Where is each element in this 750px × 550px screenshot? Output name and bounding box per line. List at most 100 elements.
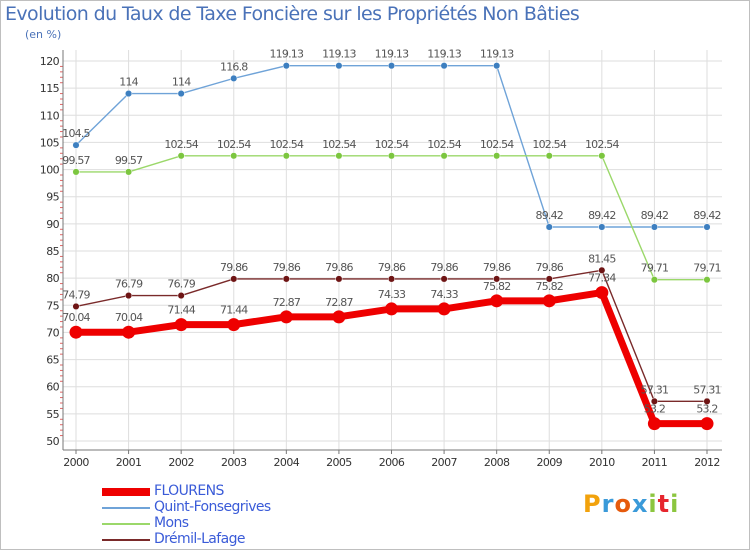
data-point-flourens (332, 310, 346, 324)
data-label-quint-fonsegrives: 116.8 (220, 60, 248, 73)
data-label-flourens: 53.2 (644, 403, 665, 416)
legend-label: Drémil-Lafage (154, 531, 246, 547)
data-label-quint-fonsegrives: 119.13 (480, 48, 514, 61)
y-tick-label: 85 (46, 245, 59, 258)
proxiti-logo: Proxiti (583, 490, 680, 518)
data-label-mons: 79.71 (693, 262, 721, 275)
data-label-flourens: 71.44 (167, 304, 195, 317)
data-point-mons (598, 152, 606, 160)
data-label-dr-mil-lafage: 79.86 (430, 261, 458, 274)
data-point-mons (650, 276, 658, 284)
data-label-quint-fonsegrives: 114 (119, 76, 138, 89)
data-point-flourens (122, 325, 136, 339)
data-label-dr-mil-lafage: 76.79 (115, 278, 143, 291)
x-tick-label: 2009 (536, 456, 562, 469)
legend-swatch (102, 539, 150, 541)
data-label-dr-mil-lafage: 76.79 (167, 278, 195, 291)
y-tick-label: 60 (46, 381, 59, 394)
x-tick-label: 2002 (168, 456, 194, 469)
data-point-dr-mil-lafage (493, 275, 501, 283)
legend-label: FLOURENS (154, 483, 224, 499)
y-tick-label: 80 (46, 272, 59, 285)
data-point-dr-mil-lafage (650, 397, 658, 405)
data-point-dr-mil-lafage (230, 275, 238, 283)
data-label-quint-fonsegrives: 104.5 (62, 127, 90, 140)
grid (63, 50, 722, 450)
data-label-quint-fonsegrives: 89.42 (536, 209, 564, 222)
x-tick-label: 2001 (116, 456, 142, 469)
legend-swatch (102, 488, 150, 496)
data-point-quint-fonsegrives (703, 223, 711, 231)
data-point-quint-fonsegrives (545, 223, 553, 231)
data-label-quint-fonsegrives: 89.42 (693, 209, 721, 222)
x-tick-label: 2004 (274, 456, 300, 469)
data-point-mons (72, 168, 80, 176)
data-point-flourens (174, 318, 188, 332)
data-label-flourens: 75.82 (536, 280, 564, 293)
data-label-mons: 79.71 (641, 262, 669, 275)
y-tick-label: 115 (40, 82, 60, 95)
x-tick-label: 2000 (63, 456, 89, 469)
data-label-dr-mil-lafage: 81.45 (588, 252, 616, 265)
data-point-dr-mil-lafage (177, 292, 185, 300)
data-label-quint-fonsegrives: 119.13 (269, 48, 303, 61)
data-point-quint-fonsegrives (230, 74, 238, 82)
data-label-flourens: 74.33 (378, 288, 406, 301)
data-label-flourens: 74.33 (430, 288, 458, 301)
y-tick-label: 65 (46, 354, 59, 367)
data-point-mons (440, 152, 448, 160)
x-tick-label: 2010 (589, 456, 615, 469)
data-label-dr-mil-lafage: 79.86 (220, 261, 248, 274)
data-label-mons: 102.54 (585, 138, 619, 151)
data-label-mons: 99.57 (115, 154, 143, 167)
x-tick-label: 2006 (379, 456, 405, 469)
legend-label: Mons (154, 515, 189, 531)
data-point-mons (282, 152, 290, 160)
y-tick-label: 95 (46, 191, 59, 204)
data-point-dr-mil-lafage (335, 275, 343, 283)
data-point-flourens (437, 302, 451, 316)
data-label-flourens: 70.04 (115, 311, 143, 324)
data-point-quint-fonsegrives (493, 62, 501, 70)
data-label-flourens: 53.2 (696, 403, 717, 416)
data-label-quint-fonsegrives: 119.13 (375, 48, 409, 61)
data-label-mons: 102.54 (322, 138, 356, 151)
data-point-mons (703, 276, 711, 284)
data-point-quint-fonsegrives (650, 223, 658, 231)
y-tick-label: 110 (40, 109, 60, 122)
data-point-flourens (700, 417, 714, 431)
data-label-mons: 102.54 (532, 138, 566, 151)
data-label-dr-mil-lafage: 57.31 (641, 383, 669, 396)
data-label-mons: 102.54 (164, 138, 198, 151)
data-label-mons: 102.54 (269, 138, 303, 151)
data-label-dr-mil-lafage: 79.86 (325, 261, 353, 274)
data-point-flourens (595, 286, 609, 300)
data-point-flourens (279, 310, 293, 324)
x-tick-label: 2005 (326, 456, 352, 469)
data-point-mons (387, 152, 396, 160)
data-point-dr-mil-lafage (282, 275, 290, 283)
data-label-dr-mil-lafage: 79.86 (483, 261, 511, 274)
data-label-quint-fonsegrives: 119.13 (427, 48, 461, 61)
x-tick-label: 2007 (431, 456, 457, 469)
axes: 50 55 60 65 70 75 80 85 90 95 100 105 110 115 120 2000 2… (40, 50, 722, 469)
legend-label: Quint-Fonsegrives (154, 499, 271, 515)
data-label-quint-fonsegrives: 119.13 (322, 48, 356, 61)
data-label-flourens: 72.87 (325, 296, 353, 309)
legend-swatch (102, 523, 150, 525)
data-point-quint-fonsegrives (598, 223, 606, 231)
series-group (69, 62, 714, 431)
data-point-quint-fonsegrives (282, 62, 290, 70)
data-label-dr-mil-lafage: 79.86 (273, 261, 301, 274)
data-point-quint-fonsegrives (125, 90, 133, 98)
data-point-quint-fonsegrives (440, 62, 448, 70)
data-point-mons (335, 152, 343, 160)
data-point-dr-mil-lafage (440, 275, 448, 283)
y-tick-label: 120 (40, 55, 60, 68)
data-label-dr-mil-lafage: 79.86 (378, 261, 406, 274)
data-point-quint-fonsegrives (335, 62, 343, 70)
y-axis-unit: (en %) (25, 28, 62, 41)
data-label-mons: 102.54 (375, 138, 409, 151)
data-point-flourens (542, 294, 556, 308)
data-label-dr-mil-lafage: 74.79 (62, 288, 90, 301)
